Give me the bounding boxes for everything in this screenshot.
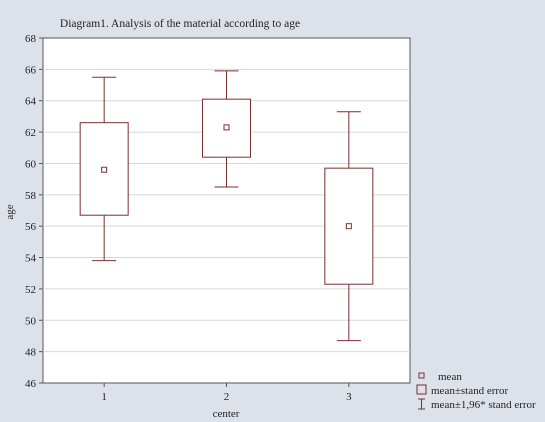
y-tick-label: 66 [25,64,37,76]
mean-marker [101,166,108,173]
y-tick-label: 64 [25,96,37,108]
y-tick-label: 48 [25,347,37,359]
x-tick-label: 2 [224,391,230,403]
legend-se-symbol [416,384,427,395]
y-tick-label: 68 [25,33,37,45]
legend-mean-symbol [418,372,425,379]
legend: mean mean±stand error mean±1,96* stand e… [416,371,536,411]
mean-marker [345,223,352,230]
y-tick-label: 58 [25,190,37,202]
y-tick-label: 62 [25,127,36,139]
y-tick-label: 56 [25,221,37,233]
se-box [202,98,251,158]
chart-title: Diagram1. Analysis of the material accor… [60,18,300,30]
y-tick-label: 50 [25,315,37,327]
y-axis-label: age [4,204,16,219]
x-axis-label: center [213,408,240,420]
box-group-1 [79,76,129,262]
y-tick-label: 52 [25,284,36,296]
legend-ci-label: mean±1,96* stand error [431,399,536,411]
legend-ci-symbol [418,398,425,410]
se-box [324,167,374,285]
x-tick-label: 3 [346,391,352,403]
y-tick-label: 54 [25,253,37,265]
box-group-2 [202,70,251,188]
legend-se-label: mean±stand error [431,385,509,397]
y-axis: 46 48 50 52 54 56 58 60 62 64 66 68 [25,33,43,390]
se-box [79,122,129,216]
mean-marker [223,124,230,131]
series-boxes [79,70,374,342]
box-group-3 [324,111,374,342]
legend-mean-label: mean [438,371,462,383]
x-axis: 1 2 3 [101,383,352,403]
x-tick-label: 1 [101,391,107,403]
y-tick-label: 60 [25,158,37,170]
y-tick-label: 46 [25,378,37,390]
